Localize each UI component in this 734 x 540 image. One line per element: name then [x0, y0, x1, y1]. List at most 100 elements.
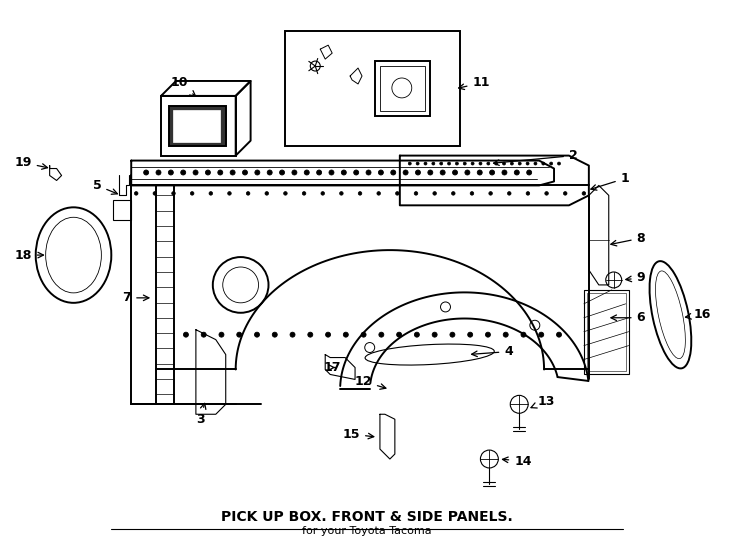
Circle shape [255, 170, 260, 175]
Text: 6: 6 [611, 311, 645, 324]
Circle shape [144, 170, 148, 175]
Circle shape [428, 170, 433, 175]
Text: PICK UP BOX. FRONT & SIDE PANELS.: PICK UP BOX. FRONT & SIDE PANELS. [221, 510, 513, 524]
Circle shape [450, 332, 455, 337]
Text: 10: 10 [170, 77, 195, 96]
Circle shape [440, 162, 443, 165]
Text: for your Toyota Tacoma: for your Toyota Tacoma [302, 525, 432, 536]
Circle shape [230, 170, 235, 175]
Circle shape [206, 170, 211, 175]
Circle shape [521, 332, 526, 337]
Bar [161, 96, 236, 156]
Bar [173, 110, 219, 141]
Bar [587, 293, 625, 372]
Text: 13: 13 [531, 395, 554, 408]
Text: 8: 8 [611, 232, 645, 246]
Circle shape [201, 332, 206, 337]
Text: 7: 7 [123, 292, 149, 305]
Text: 15: 15 [343, 428, 374, 441]
Bar [286, 31, 459, 146]
Bar [375, 61, 429, 116]
Circle shape [344, 332, 349, 337]
Circle shape [471, 162, 474, 165]
Circle shape [153, 192, 156, 195]
Circle shape [219, 332, 224, 337]
Circle shape [396, 332, 401, 337]
Circle shape [504, 332, 508, 337]
Circle shape [265, 192, 269, 195]
Circle shape [184, 332, 189, 337]
Circle shape [280, 170, 285, 175]
Text: 2: 2 [493, 149, 578, 165]
Circle shape [354, 170, 359, 175]
Circle shape [432, 162, 435, 165]
Circle shape [545, 192, 548, 195]
Text: 1: 1 [591, 172, 630, 190]
Circle shape [326, 332, 330, 337]
Circle shape [534, 162, 537, 165]
Circle shape [267, 170, 272, 175]
Circle shape [403, 170, 408, 175]
Circle shape [489, 192, 493, 195]
Circle shape [526, 192, 530, 195]
Circle shape [495, 162, 498, 165]
Circle shape [433, 192, 437, 195]
Circle shape [550, 162, 553, 165]
Circle shape [416, 162, 419, 165]
Circle shape [242, 170, 247, 175]
Circle shape [290, 332, 295, 337]
Circle shape [490, 170, 495, 175]
Circle shape [539, 332, 544, 337]
Circle shape [582, 192, 586, 195]
Circle shape [379, 170, 383, 175]
Circle shape [305, 170, 309, 175]
Circle shape [218, 170, 222, 175]
Circle shape [134, 192, 138, 195]
Circle shape [468, 332, 473, 337]
Text: 5: 5 [92, 179, 117, 194]
Circle shape [302, 192, 306, 195]
Bar [169, 106, 226, 146]
Circle shape [308, 332, 313, 337]
Text: 16: 16 [686, 308, 711, 321]
Text: 4: 4 [472, 345, 513, 358]
Text: 9: 9 [626, 272, 645, 285]
Circle shape [321, 192, 324, 195]
Bar [584, 290, 628, 374]
Text: 3: 3 [196, 403, 206, 426]
Circle shape [440, 170, 445, 175]
Circle shape [181, 170, 186, 175]
Circle shape [390, 170, 396, 175]
Circle shape [366, 170, 371, 175]
Circle shape [451, 192, 455, 195]
Bar [380, 66, 425, 111]
Circle shape [283, 192, 287, 195]
Circle shape [358, 192, 362, 195]
Circle shape [526, 162, 529, 165]
Text: 18: 18 [15, 248, 43, 261]
Text: 14: 14 [503, 455, 531, 468]
Circle shape [470, 192, 473, 195]
Circle shape [341, 170, 346, 175]
Circle shape [228, 192, 231, 195]
Circle shape [247, 192, 250, 195]
Circle shape [209, 192, 213, 195]
Circle shape [465, 170, 470, 175]
Circle shape [518, 162, 521, 165]
Circle shape [485, 332, 490, 337]
Circle shape [432, 332, 437, 337]
Text: 19: 19 [15, 156, 48, 169]
Circle shape [448, 162, 451, 165]
Circle shape [477, 170, 482, 175]
Circle shape [453, 170, 457, 175]
Circle shape [415, 170, 421, 175]
Circle shape [272, 332, 277, 337]
Circle shape [515, 170, 519, 175]
Circle shape [292, 170, 297, 175]
Circle shape [237, 332, 241, 337]
Circle shape [379, 332, 384, 337]
Text: 11: 11 [459, 77, 490, 90]
Circle shape [558, 162, 561, 165]
Circle shape [193, 170, 198, 175]
Text: 17: 17 [324, 361, 341, 374]
